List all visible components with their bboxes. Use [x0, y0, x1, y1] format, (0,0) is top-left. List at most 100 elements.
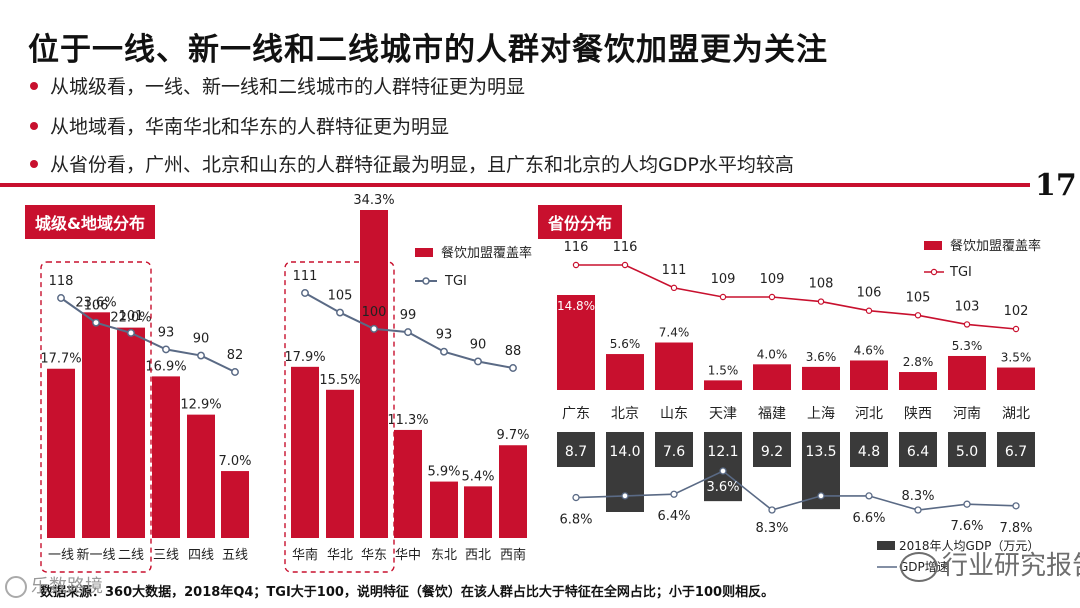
- section-badge-city-region: 城级&地域分布: [25, 205, 155, 239]
- chat-bubble-icon: [900, 551, 938, 582]
- tgi-value-label: 106: [857, 286, 882, 301]
- bar-coverage: [850, 360, 888, 390]
- tgi-point: [301, 289, 309, 297]
- bar-coverage: [997, 367, 1035, 390]
- gdp-growth-point: [572, 493, 580, 502]
- gdp-growth-line: [575, 470, 1017, 511]
- bar-coverage: [221, 471, 249, 538]
- category-label: 东北: [431, 548, 457, 563]
- category-label: 福建: [758, 406, 786, 422]
- brand-watermark-text: 行业研究报告: [942, 551, 1080, 581]
- category-label: 广东: [562, 406, 590, 422]
- category-label: 陕西: [904, 406, 932, 422]
- category-label: 西南: [500, 547, 526, 563]
- tgi-value-label: 82: [227, 348, 244, 363]
- gdp-growth-point: [865, 492, 873, 500]
- gdp-growth-point: [621, 492, 629, 500]
- gdp-growth-point: [1012, 502, 1020, 510]
- legend-label-gdp: 2018年人均GDP（万元）: [899, 539, 1039, 553]
- tgi-point: [404, 328, 412, 337]
- bar-value-label: 14.8%: [557, 299, 595, 313]
- tgi-value-label: 90: [193, 332, 210, 347]
- tgi-value-label: 105: [328, 289, 353, 304]
- category-label: 四线: [188, 548, 214, 563]
- highlight-frame: [40, 261, 152, 573]
- bar-value-label: 3.6%: [806, 350, 837, 364]
- gdp-growth-point: [670, 490, 678, 498]
- bullet-province: 从省份看，广州、北京和山东的人群特征最为明显，且广东和北京的人均GDP水平均较高: [30, 150, 794, 177]
- bar-gdp: [753, 432, 791, 467]
- tgi-value-label: 93: [158, 325, 175, 340]
- tgi-value-label: 116: [564, 240, 589, 255]
- gdp-growth-value-label: 7.6%: [950, 519, 983, 534]
- tgi-value-label: 109: [711, 272, 736, 287]
- bar-gdp: [557, 432, 595, 467]
- bar-coverage: [291, 366, 319, 538]
- category-label: 西北: [465, 548, 491, 563]
- gdp-growth-value-label: 6.6%: [804, 511, 837, 526]
- tgi-value-label: 101: [119, 309, 144, 324]
- category-label: 湖北: [1002, 406, 1030, 422]
- tgi-value-label: 116: [613, 240, 638, 255]
- bar-gdp-value-label: 5.0: [956, 444, 978, 460]
- tgi-point: [197, 351, 205, 360]
- bar-gdp-value-label: 14.0: [609, 444, 640, 460]
- tgi-value-label: 111: [662, 263, 687, 278]
- bullet-dot-icon: [30, 159, 38, 168]
- bar-gdp: [850, 432, 888, 467]
- bar-value-label: 5.6%: [610, 337, 641, 351]
- legend-label-coverage: 餐饮加盟覆盖率: [441, 245, 532, 261]
- tgi-point: [963, 321, 971, 328]
- bar-value-label: 1.5%: [708, 363, 739, 377]
- bar-gdp-value-label: 13.5: [805, 444, 836, 460]
- tgi-point: [162, 345, 170, 354]
- tgi-value-label: 93: [436, 328, 453, 343]
- bar-coverage: [802, 366, 840, 390]
- bar-gdp-value-label: 12.1: [707, 444, 738, 460]
- page-title: 位于一线、新一线和二线城市的人群对餐饮加盟更为关注: [28, 32, 828, 68]
- corner-watermark: 乐数路境: [5, 572, 103, 598]
- bar-coverage: [47, 368, 75, 538]
- corner-watermark-text: 乐数路境: [31, 576, 103, 597]
- tgi-value-label: 106: [84, 299, 109, 314]
- tgi-point: [336, 308, 344, 317]
- tgi-point: [768, 293, 776, 301]
- bar-gdp: [655, 432, 693, 467]
- bar-value-label: 12.9%: [180, 398, 221, 413]
- bar-value-label: 34.3%: [353, 193, 394, 208]
- bullet-dot-icon: [30, 81, 38, 90]
- tgi-point: [474, 357, 482, 366]
- category-label: 华东: [361, 548, 387, 563]
- bar-gdp: [704, 432, 742, 502]
- gdp-growth-point: [817, 492, 825, 500]
- category-label: 华中: [395, 548, 421, 563]
- category-label: 河南: [953, 406, 981, 422]
- tgi-point: [914, 312, 922, 319]
- bar-gdp-value-label: 8.7: [565, 444, 587, 460]
- tgi-point: [865, 307, 873, 314]
- legend-swatch-coverage: [415, 248, 433, 257]
- gdp-growth-point: [768, 506, 776, 514]
- tgi-value-label: 100: [362, 305, 387, 320]
- bar-value-label: 4.0%: [757, 347, 788, 361]
- gdp-growth-value-label: 6.6%: [608, 511, 641, 526]
- legend-swatch-gdp: [877, 541, 895, 550]
- bullet-city-level: 从城级看，一线、新一线和二线城市的人群特征更为明显: [30, 72, 525, 99]
- tgi-point: [670, 284, 678, 292]
- bar-value-label: 7.0%: [218, 454, 251, 469]
- gdp-growth-point: [719, 467, 727, 475]
- category-label: 新一线: [76, 547, 115, 563]
- watermark-logo-icon: [5, 576, 27, 598]
- bar-coverage: [82, 312, 110, 538]
- category-label: 三线: [153, 548, 179, 563]
- tgi-value-label: 103: [955, 299, 980, 314]
- tgi-point: [92, 318, 100, 327]
- bar-coverage: [948, 355, 986, 390]
- bar-coverage: [655, 342, 693, 390]
- bar-gdp-value-label: 6.4: [907, 444, 929, 460]
- bar-value-label: 17.9%: [284, 350, 325, 365]
- tgi-point: [509, 364, 517, 372]
- bar-coverage: [557, 295, 595, 390]
- tgi-value-label: 111: [293, 269, 318, 284]
- gdp-growth-value-label: 6.4%: [657, 509, 690, 524]
